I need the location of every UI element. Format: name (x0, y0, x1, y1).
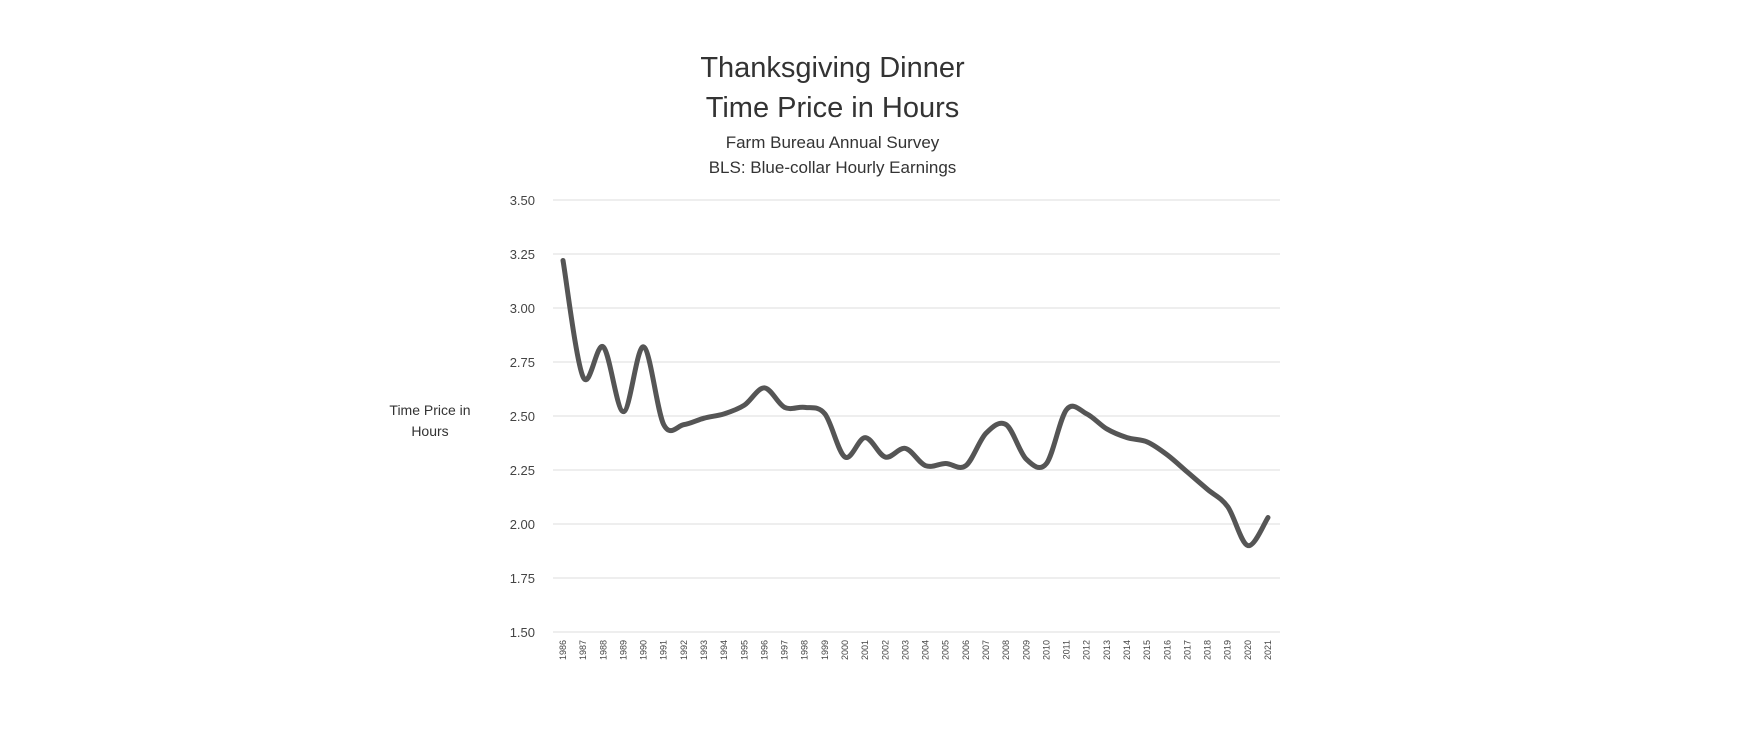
x-tick-label: 1986 (558, 640, 568, 660)
y-tick-label: 2.25 (510, 463, 535, 478)
x-tick-label: 2019 (1223, 640, 1233, 660)
series-line (560, 257, 1271, 549)
y-axis-label: Time Price in Hours (389, 402, 471, 439)
x-tick-label: 2006 (961, 640, 971, 660)
y-tick-label: 3.25 (510, 247, 535, 262)
x-tick-label: 2002 (880, 640, 890, 660)
x-tick-label: 1995 (739, 640, 749, 660)
chart-subtitle-1: Farm Bureau Annual Survey (725, 133, 940, 152)
x-tick-label: 1997 (780, 640, 790, 660)
y-tick-label: 1.50 (510, 625, 535, 640)
x-tick-label: 2004 (921, 640, 931, 660)
x-tick-label: 2007 (981, 640, 991, 660)
chart-title-line2: Time Price in Hours (705, 92, 960, 124)
y-tick-label: 3.00 (510, 301, 535, 316)
x-tick-label: 2014 (1122, 640, 1132, 660)
x-tick-label: 1988 (598, 640, 608, 660)
x-tick-label: 1999 (820, 640, 830, 660)
x-tick-label: 2000 (840, 640, 850, 660)
y-tick-label: 2.50 (510, 409, 535, 424)
x-tick-label: 2010 (1041, 640, 1051, 660)
x-tick-label: 2015 (1142, 640, 1152, 660)
chart-title: Thanksgiving Dinner (700, 52, 965, 84)
y-tick-label: 1.75 (510, 571, 535, 586)
x-tick-label: 1994 (719, 640, 729, 660)
x-tick-label: 2012 (1082, 640, 1092, 660)
x-tick-label: 1996 (759, 640, 769, 660)
x-tick-label: 2013 (1102, 640, 1112, 660)
x-tick-label: 2001 (860, 640, 870, 660)
x-tick-label: 2008 (1001, 640, 1011, 660)
x-tick-label: 1992 (679, 640, 689, 660)
x-tick-label: 2003 (900, 640, 910, 660)
x-tick-label: 2018 (1203, 640, 1213, 660)
x-tick-label: 2016 (1162, 640, 1172, 660)
x-tick-label: 2005 (941, 640, 951, 660)
x-tick-label: 1993 (699, 640, 709, 660)
x-tick-label: 2017 (1182, 640, 1192, 660)
x-tick-label: 2009 (1021, 640, 1031, 660)
x-tick-label: 2021 (1263, 640, 1273, 660)
x-tick-label: 2011 (1062, 640, 1072, 659)
x-tick-label: 1989 (618, 640, 628, 660)
y-tick-label: 2.00 (510, 517, 535, 532)
x-tick-label: 1990 (639, 640, 649, 660)
x-tick-label: 1987 (578, 640, 588, 660)
x-tick-label: 1991 (659, 640, 669, 660)
x-tick-label: 2020 (1243, 640, 1253, 660)
y-tick-label: 2.75 (510, 355, 535, 370)
chart-subtitle-2: BLS: Blue-collar Hourly Earnings (708, 158, 957, 177)
x-tick-label: 1998 (800, 640, 810, 660)
y-tick-label: 3.50 (510, 193, 535, 208)
